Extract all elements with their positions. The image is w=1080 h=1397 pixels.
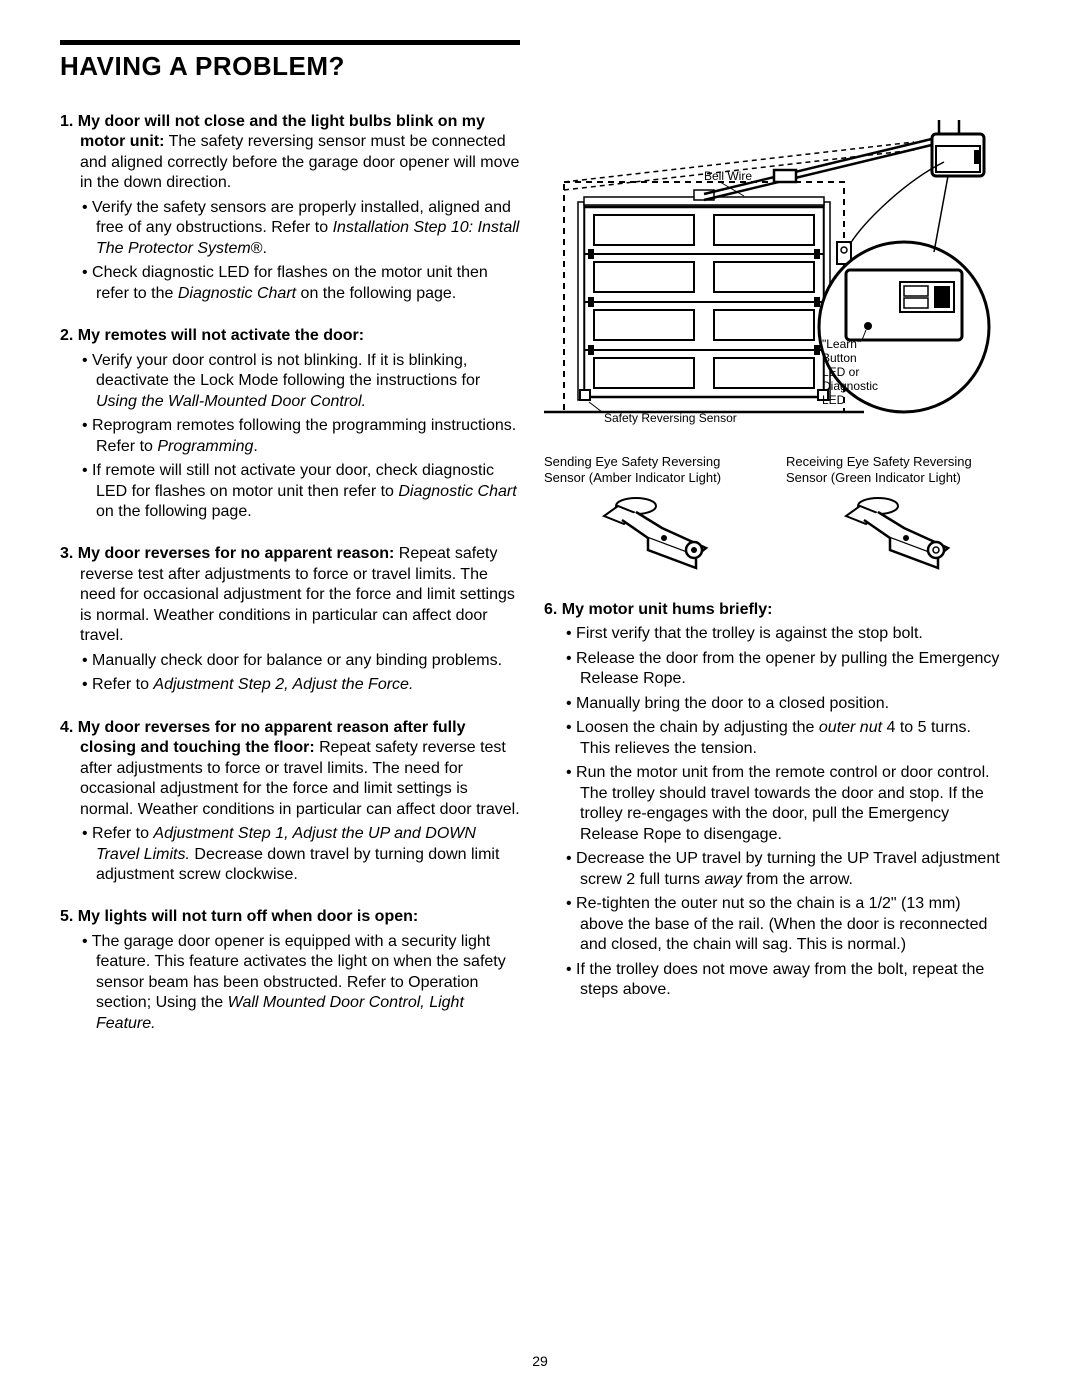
sub-plain: If the trolley does not move away from t… [576,961,984,998]
receiving-sensor: Receiving Eye Safety Reversing Sensor (G… [786,454,1004,572]
item-lead: 2. My remotes will not activate the door… [60,326,520,346]
svg-text:LED or: LED or [822,365,859,379]
title-rule [60,40,520,45]
troubleshoot-item: 1. My door will not close and the light … [60,112,520,304]
item-number: 3. [60,545,78,562]
columns: 1. My door will not close and the light … [60,112,1020,1056]
sub-italic: Diagnostic Chart [178,285,296,302]
sub-tail: from the arrow. [742,871,853,888]
sub-item: Decrease the UP travel by turning the UP… [544,849,1004,890]
item-header: My remotes will not activate the door: [78,327,364,344]
sub-item: Manually check door for balance or any b… [60,651,520,671]
sub-item: Check diagnostic LED for flashes on the … [60,263,520,304]
sub-item: Run the motor unit from the remote contr… [544,763,1004,845]
sub-plain: Manually bring the door to a closed posi… [576,695,889,712]
svg-text:Button: Button [822,351,857,365]
item-number: 5. [60,908,78,925]
sub-item: If the trolley does not move away from t… [544,960,1004,1001]
item-header: My motor unit hums briefly: [562,601,773,618]
right-column: Bell Wire Safety Reversing Sensor [544,112,1004,1056]
garage-diagram-svg: Bell Wire Safety Reversing Sensor [544,112,1004,432]
sub-italic: Adjustment Step 2, Adjust the Force. [153,676,413,693]
item-header: My lights will not turn off when door is… [78,908,418,925]
item-number: 1. [60,113,78,130]
sub-tail: on the following page. [96,503,252,520]
sending-sensor: Sending Eye Safety Reversing Sensor (Amb… [544,454,762,572]
item-number: 4. [60,719,78,736]
sub-item: If remote will still not activate your d… [60,461,520,522]
sub-plain: Refer to [92,825,153,842]
svg-text:LED: LED [822,393,846,407]
receiving-l1: Receiving Eye Safety Reversing [786,454,972,469]
item-number: 2. [60,327,78,344]
sending-l2: Sensor (Amber Indicator Light) [544,470,721,485]
svg-text:Diagnostic: Diagnostic [822,379,878,393]
sending-l1: Sending Eye Safety Reversing [544,454,720,469]
sub-item: Loosen the chain by adjusting the outer … [544,718,1004,759]
item-sublist: Manually check door for balance or any b… [60,651,520,696]
item-sublist: First verify that the trolley is against… [544,624,1004,1000]
item-sublist: Verify your door control is not blinking… [60,351,520,523]
sub-plain: Verify your door control is not blinking… [92,352,480,389]
sending-sensor-svg [578,492,728,572]
sub-plain: Manually check door for balance or any b… [92,652,502,669]
sub-tail: ®. [251,240,267,257]
sub-item: First verify that the trolley is against… [544,624,1004,644]
troubleshoot-item: 4. My door reverses for no apparent reas… [60,718,520,886]
item-sublist: Refer to Adjustment Step 1, Adjust the U… [60,824,520,885]
receiving-l2: Sensor (Green Indicator Light) [786,470,961,485]
sub-plain: Refer to [92,676,153,693]
sub-tail: . [253,438,257,455]
item-lead: 1. My door will not close and the light … [60,112,520,194]
item-lead: 4. My door reverses for no apparent reas… [60,718,520,820]
item-lead: 6. My motor unit hums briefly: [544,600,1004,620]
item-number: 6. [544,601,562,618]
sub-item: Manually bring the door to a closed posi… [544,694,1004,714]
page: HAVING A PROBLEM? 1. My door will not cl… [0,0,1080,1397]
sub-plain: Run the motor unit from the remote contr… [576,764,990,842]
bell-wire-label: Bell Wire [704,169,752,183]
sub-item: Re-tighten the outer nut so the chain is… [544,894,1004,955]
sub-plain: Reprogram remotes following the programm… [92,417,516,454]
sub-item: Release the door from the opener by pull… [544,649,1004,690]
sub-item: Refer to Adjustment Step 1, Adjust the U… [60,824,520,885]
sub-italic: Diagnostic Chart [398,483,516,500]
sub-item: Verify your door control is not blinking… [60,351,520,412]
sub-item: Verify the safety sensors are properly i… [60,198,520,259]
sub-tail: on the following page. [296,285,456,302]
sub-plain: Re-tighten the outer nut so the chain is… [576,895,987,953]
sub-item: The garage door opener is equipped with … [60,932,520,1034]
right-column-items: 6. My motor unit hums briefly: First veri… [544,600,1004,1000]
troubleshoot-item: 2. My remotes will not activate the door… [60,326,520,522]
sub-item: Refer to Adjustment Step 2, Adjust the F… [60,675,520,695]
item-header: My door reverses for no apparent reason: [78,545,395,562]
left-column: 1. My door will not close and the light … [60,112,520,1056]
receiving-sensor-svg [820,492,970,572]
sub-plain: First verify that the trolley is against… [576,625,923,642]
sub-item: Reprogram remotes following the programm… [60,416,520,457]
sub-italic: Using the Wall-Mounted Door Control. [96,393,366,410]
sub-italic: Programming [157,438,253,455]
main-diagram: Bell Wire Safety Reversing Sensor [544,112,1004,432]
troubleshoot-item: 6. My motor unit hums briefly: First veri… [544,600,1004,1000]
item-lead: 3. My door reverses for no apparent reas… [60,544,520,646]
page-number: 29 [0,1353,1080,1369]
item-sublist: The garage door opener is equipped with … [60,932,520,1034]
sensor-captions: Sending Eye Safety Reversing Sensor (Amb… [544,454,1004,572]
sub-italic: outer nut [819,719,882,736]
safety-sensor-label: Safety Reversing Sensor [604,411,737,425]
troubleshoot-item: 5. My lights will not turn off when door… [60,907,520,1034]
sub-italic: away [704,871,741,888]
troubleshoot-item: 3. My door reverses for no apparent reas… [60,544,520,695]
sub-plain: Release the door from the opener by pull… [576,650,999,687]
item-sublist: Verify the safety sensors are properly i… [60,198,520,304]
item-lead: 5. My lights will not turn off when door… [60,907,520,927]
svg-text:"Learn": "Learn" [822,337,861,351]
page-title: HAVING A PROBLEM? [60,51,1020,82]
sub-plain: Loosen the chain by adjusting the [576,719,819,736]
